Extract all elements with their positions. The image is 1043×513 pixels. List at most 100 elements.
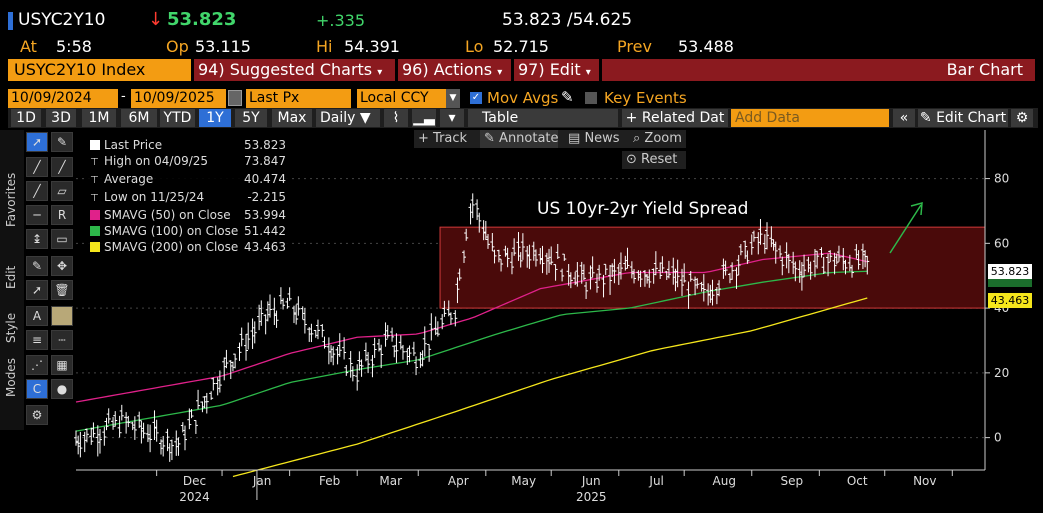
legend-value: 53.994 — [244, 208, 286, 222]
fib-tool-icon[interactable]: ↨ — [26, 229, 48, 249]
collapse-icon[interactable]: « — [893, 109, 915, 127]
font-icon[interactable]: A — [26, 306, 48, 326]
price-bar — [453, 310, 458, 327]
actions-menu[interactable]: 96) Actions ▾ — [398, 59, 511, 81]
color-palette-icon[interactable]: ● — [51, 379, 73, 399]
price-bar — [348, 351, 353, 378]
security-field[interactable]: USYC2Y10 Index — [8, 59, 191, 81]
crosshair-icon[interactable]: ⋰ — [26, 355, 48, 375]
news-button[interactable]: ▤ News — [568, 130, 620, 148]
select-icon[interactable]: ➚ — [26, 280, 48, 300]
price-bar — [180, 422, 185, 433]
edit-chart-button[interactable]: ✎ Edit Chart — [918, 109, 1008, 127]
price-bar — [281, 298, 286, 310]
period-6m[interactable]: 6M — [121, 109, 157, 127]
price-bar — [124, 412, 129, 434]
price-bar — [841, 247, 846, 271]
price-bar — [616, 264, 621, 285]
price-bar — [710, 279, 715, 306]
period-1d[interactable]: 1D — [11, 109, 41, 127]
price-bar — [533, 249, 538, 267]
reset-button[interactable]: ⊙ Reset — [622, 151, 686, 169]
related-data-button[interactable]: + Related Dat — [622, 109, 728, 127]
price-bar — [165, 428, 170, 452]
fill-color-icon[interactable] — [51, 306, 73, 326]
price-bar — [695, 278, 700, 289]
calendar-icon[interactable] — [228, 90, 242, 106]
pointer-icon[interactable]: ➚ — [26, 132, 48, 152]
trash-icon[interactable]: 🗑 — [51, 280, 73, 300]
add-data-input[interactable]: Add Data — [731, 109, 889, 127]
price-bar — [786, 253, 791, 274]
price-bar — [693, 276, 698, 296]
ray-tool-icon[interactable]: ╱ — [51, 157, 73, 177]
chart-options-icon[interactable]: ▾ — [440, 109, 464, 127]
edit-menu[interactable]: 97) Edit ▾ — [514, 59, 599, 81]
bar-chart-icon[interactable]: ▁▃ — [412, 109, 436, 127]
suggested-charts-menu[interactable]: 94) Suggested Charts ▾ — [194, 59, 395, 81]
currency-selector[interactable]: Local CCY — [357, 89, 446, 108]
currency-dropdown-icon[interactable]: ▼ — [446, 89, 460, 108]
period-5y[interactable]: 5Y — [235, 109, 267, 127]
period-1y[interactable]: 1Y — [199, 109, 231, 127]
rectangle-tool-icon[interactable]: ▭ — [51, 229, 73, 249]
gear-icon[interactable]: ⚙ — [1011, 109, 1033, 127]
end-date-field[interactable]: 10/09/2025 — [131, 89, 226, 108]
track-button[interactable]: + Track — [418, 130, 467, 148]
price-bar — [727, 272, 732, 284]
line-chart-icon[interactable]: ⌇ — [384, 109, 408, 127]
price-bar — [553, 264, 558, 281]
text-tool-icon[interactable]: R — [51, 205, 73, 225]
horizontal-line-icon[interactable]: ─ — [26, 205, 48, 225]
price-bar — [828, 250, 833, 263]
actions-label: 96) Actions — [402, 60, 493, 79]
period-max[interactable]: Max — [272, 109, 312, 127]
price-bar — [137, 411, 142, 429]
sma-line — [75, 270, 868, 432]
annotate-button[interactable]: ✎ Annotate — [480, 130, 559, 148]
pencil-tool-icon[interactable]: ✎ — [51, 132, 73, 152]
line-style-icon[interactable]: ┄ — [51, 330, 73, 350]
line-tool-icon[interactable]: ╱ — [26, 157, 48, 177]
brush-icon[interactable]: ✎ — [26, 256, 48, 276]
channel-tool-icon[interactable]: ▱ — [51, 181, 73, 201]
price-bar — [836, 245, 841, 262]
price-bar — [385, 325, 390, 339]
zoom-button[interactable]: ⌕ Zoom — [633, 130, 682, 148]
price-bar — [287, 287, 292, 301]
price-bar — [509, 252, 514, 275]
price-bar — [758, 218, 763, 245]
frequency-label: Daily — [320, 110, 356, 126]
price-bar — [721, 258, 726, 279]
line-weight-icon[interactable]: ≡ — [26, 330, 48, 350]
price-bar — [211, 377, 216, 391]
legend-label: SMAVG (200) on Close — [90, 239, 238, 255]
mov-avgs-label[interactable]: Mov Avgs — [487, 89, 559, 107]
pencil-icon[interactable]: ✎ — [561, 88, 574, 106]
legend-label: ⊤ Low on 11/25/24 — [90, 189, 204, 207]
magnet-icon[interactable]: C — [26, 379, 48, 399]
period-3d[interactable]: 3D — [46, 109, 76, 127]
caret-down-icon: ▾ — [377, 67, 383, 78]
period-ytd[interactable]: YTD — [160, 109, 195, 127]
grid-icon[interactable]: ▦ — [51, 355, 73, 375]
price-bar — [233, 353, 238, 369]
settings-icon[interactable]: ⚙ — [26, 405, 48, 425]
price-bar — [490, 233, 495, 252]
price-bar — [485, 234, 490, 249]
price-bar — [812, 248, 817, 278]
key-events-checkbox[interactable] — [585, 92, 597, 104]
move-icon[interactable]: ✥ — [51, 256, 73, 276]
key-events-label[interactable]: Key Events — [604, 89, 687, 107]
period-1m[interactable]: 1M — [82, 109, 116, 127]
price-bar — [544, 252, 549, 275]
price-bar — [76, 435, 81, 455]
price-bar — [278, 287, 283, 305]
price-bar — [784, 242, 789, 269]
table-button[interactable]: Table — [468, 109, 618, 127]
start-date-field[interactable]: 10/09/2024 — [8, 89, 118, 108]
trend-tool-icon[interactable]: ╱ — [26, 181, 48, 201]
field-selector[interactable]: Last Px — [246, 89, 351, 108]
frequency-dropdown[interactable]: Daily ▼ — [316, 109, 380, 127]
mov-avgs-checkbox[interactable]: ✓ — [470, 92, 482, 104]
